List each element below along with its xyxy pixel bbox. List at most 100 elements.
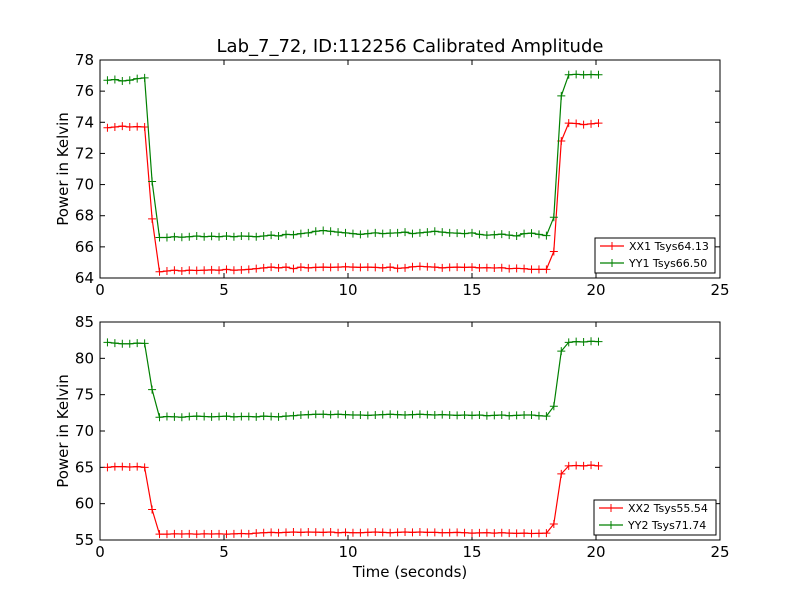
bottom-series-1-marker xyxy=(334,410,343,419)
bottom-series-0-marker xyxy=(148,505,157,514)
top-series-0-marker xyxy=(460,263,469,272)
bottom-series-1-marker xyxy=(393,410,402,419)
top-subplot: 0 5 10 15 20 25 64 66 68 70 72 74 76 78 Power in Kel… xyxy=(54,51,730,299)
bottom-series-0-marker xyxy=(453,528,462,537)
top-series-0-marker xyxy=(579,120,588,129)
top-series-1-marker xyxy=(564,70,573,79)
top-series-0-marker xyxy=(118,122,127,131)
bottom-series-1-marker xyxy=(363,411,372,420)
top-series-0-marker xyxy=(319,263,328,272)
top-series-lines xyxy=(103,70,603,276)
top-y-tick-label: 74 xyxy=(75,113,94,131)
bottom-series-1-marker xyxy=(527,411,536,420)
bottom-series-0-marker xyxy=(319,528,328,537)
bottom-series-1-marker xyxy=(520,411,529,420)
bottom-series-0-marker xyxy=(587,461,596,470)
bottom-series-0-marker xyxy=(296,528,305,537)
top-series-0-marker xyxy=(170,266,179,275)
top-series-1-marker xyxy=(572,70,581,79)
bottom-series-0-marker xyxy=(110,462,119,471)
bottom-series-0-marker xyxy=(334,528,343,537)
bottom-series-0-marker xyxy=(244,529,253,538)
top-series-1-marker xyxy=(215,232,224,241)
top-y-tick-label: 78 xyxy=(75,51,94,69)
top-series-0-marker xyxy=(468,263,476,272)
bottom-series-1-marker xyxy=(572,337,581,346)
bottom-series-1-marker xyxy=(468,411,476,420)
bottom-series-1-marker xyxy=(244,412,253,421)
top-series-1-marker xyxy=(423,228,432,237)
bottom-series-1-marker xyxy=(155,413,164,422)
bottom-x-ticks: 0 5 10 15 20 25 xyxy=(95,322,730,561)
bottom-x-tick-label: 5 xyxy=(219,543,229,561)
top-series-1-marker xyxy=(468,228,476,237)
top-series-0-marker xyxy=(415,262,424,271)
bottom-series-1-marker xyxy=(326,410,335,419)
bottom-series-1-marker xyxy=(430,411,439,420)
top-series-0-marker xyxy=(162,266,171,275)
bottom-series-1-marker xyxy=(252,412,261,421)
bottom-subplot: 0 5 10 15 20 25 55 60 65 70 75 80 85 Power in Kelvi… xyxy=(54,313,730,581)
top-series-1-marker xyxy=(192,231,201,240)
bottom-series-1-marker xyxy=(401,411,410,420)
top-series-0-marker xyxy=(386,263,395,272)
bottom-series-1-marker xyxy=(549,402,558,411)
bottom-series-0-marker xyxy=(348,528,357,537)
top-series-0-marker xyxy=(282,263,290,272)
bottom-series-0-marker xyxy=(557,469,566,478)
top-series-1-marker xyxy=(534,230,543,239)
top-series-1-marker xyxy=(341,228,350,237)
top-series-1-marker xyxy=(200,232,209,241)
top-series-0-marker xyxy=(512,264,521,273)
top-series-1-marker xyxy=(401,228,410,237)
top-series-0-marker xyxy=(438,263,447,272)
bottom-series-0-marker xyxy=(497,528,506,537)
bottom-series-1-marker xyxy=(177,413,186,422)
top-series-1-marker xyxy=(527,229,536,238)
bottom-series-1-marker xyxy=(579,337,588,346)
top-series-1-marker xyxy=(207,232,216,241)
top-y-tick-label: 66 xyxy=(75,238,94,256)
bottom-y-tick-label: 60 xyxy=(75,495,94,513)
bottom-y-axis-label: Power in Kelvin xyxy=(54,374,72,488)
bottom-series-1-marker xyxy=(237,412,246,421)
top-series-0-marker xyxy=(549,247,558,256)
bottom-series-0-marker xyxy=(289,528,298,537)
top-series-0-marker xyxy=(103,123,112,132)
bottom-series-0-marker xyxy=(363,528,372,537)
top-series-1-marker xyxy=(348,229,357,238)
bottom-series-1-marker xyxy=(200,412,209,421)
top-series-1-marker xyxy=(282,230,290,239)
bottom-series-1-marker xyxy=(289,411,298,420)
bottom-series-1-marker xyxy=(282,412,290,421)
top-series-0-marker xyxy=(110,122,119,131)
bottom-series-1-marker xyxy=(110,339,119,348)
bottom-x-tick-label: 15 xyxy=(462,543,481,561)
top-series-1-marker xyxy=(386,229,395,238)
top-series-1-marker xyxy=(125,76,134,85)
bottom-series-1-marker xyxy=(445,411,454,420)
bottom-series-0-marker xyxy=(222,530,231,539)
bottom-legend-label-yy2: YY2 Tsys71.74 xyxy=(627,519,706,532)
top-series-0-marker xyxy=(185,266,194,275)
top-series-1-marker xyxy=(363,229,372,238)
bottom-series-0-marker xyxy=(378,528,387,537)
bottom-y-tick-label: 75 xyxy=(75,386,94,404)
top-series-0-marker xyxy=(534,265,543,274)
bottom-series-0-marker xyxy=(162,530,171,539)
top-y-tick-label: 70 xyxy=(75,176,94,194)
top-series-0-marker xyxy=(520,264,529,273)
bottom-series-1-marker xyxy=(125,339,134,348)
bottom-series-1-marker xyxy=(475,411,484,420)
top-series-0-marker xyxy=(237,265,246,274)
bottom-series-1-marker xyxy=(386,410,395,419)
bottom-legend: XX2 Tsys55.54 YY2 Tsys71.74 xyxy=(593,499,717,536)
bottom-series-1-marker xyxy=(259,412,268,421)
top-x-tick-label: 25 xyxy=(710,281,729,299)
bottom-series-0-marker xyxy=(401,528,410,537)
bottom-series-0-marker xyxy=(304,528,313,537)
bottom-series-1-marker xyxy=(587,337,596,346)
bottom-series-1-marker xyxy=(423,410,432,419)
bottom-series-1-marker xyxy=(534,411,543,420)
bottom-series-1-marker xyxy=(415,410,424,419)
